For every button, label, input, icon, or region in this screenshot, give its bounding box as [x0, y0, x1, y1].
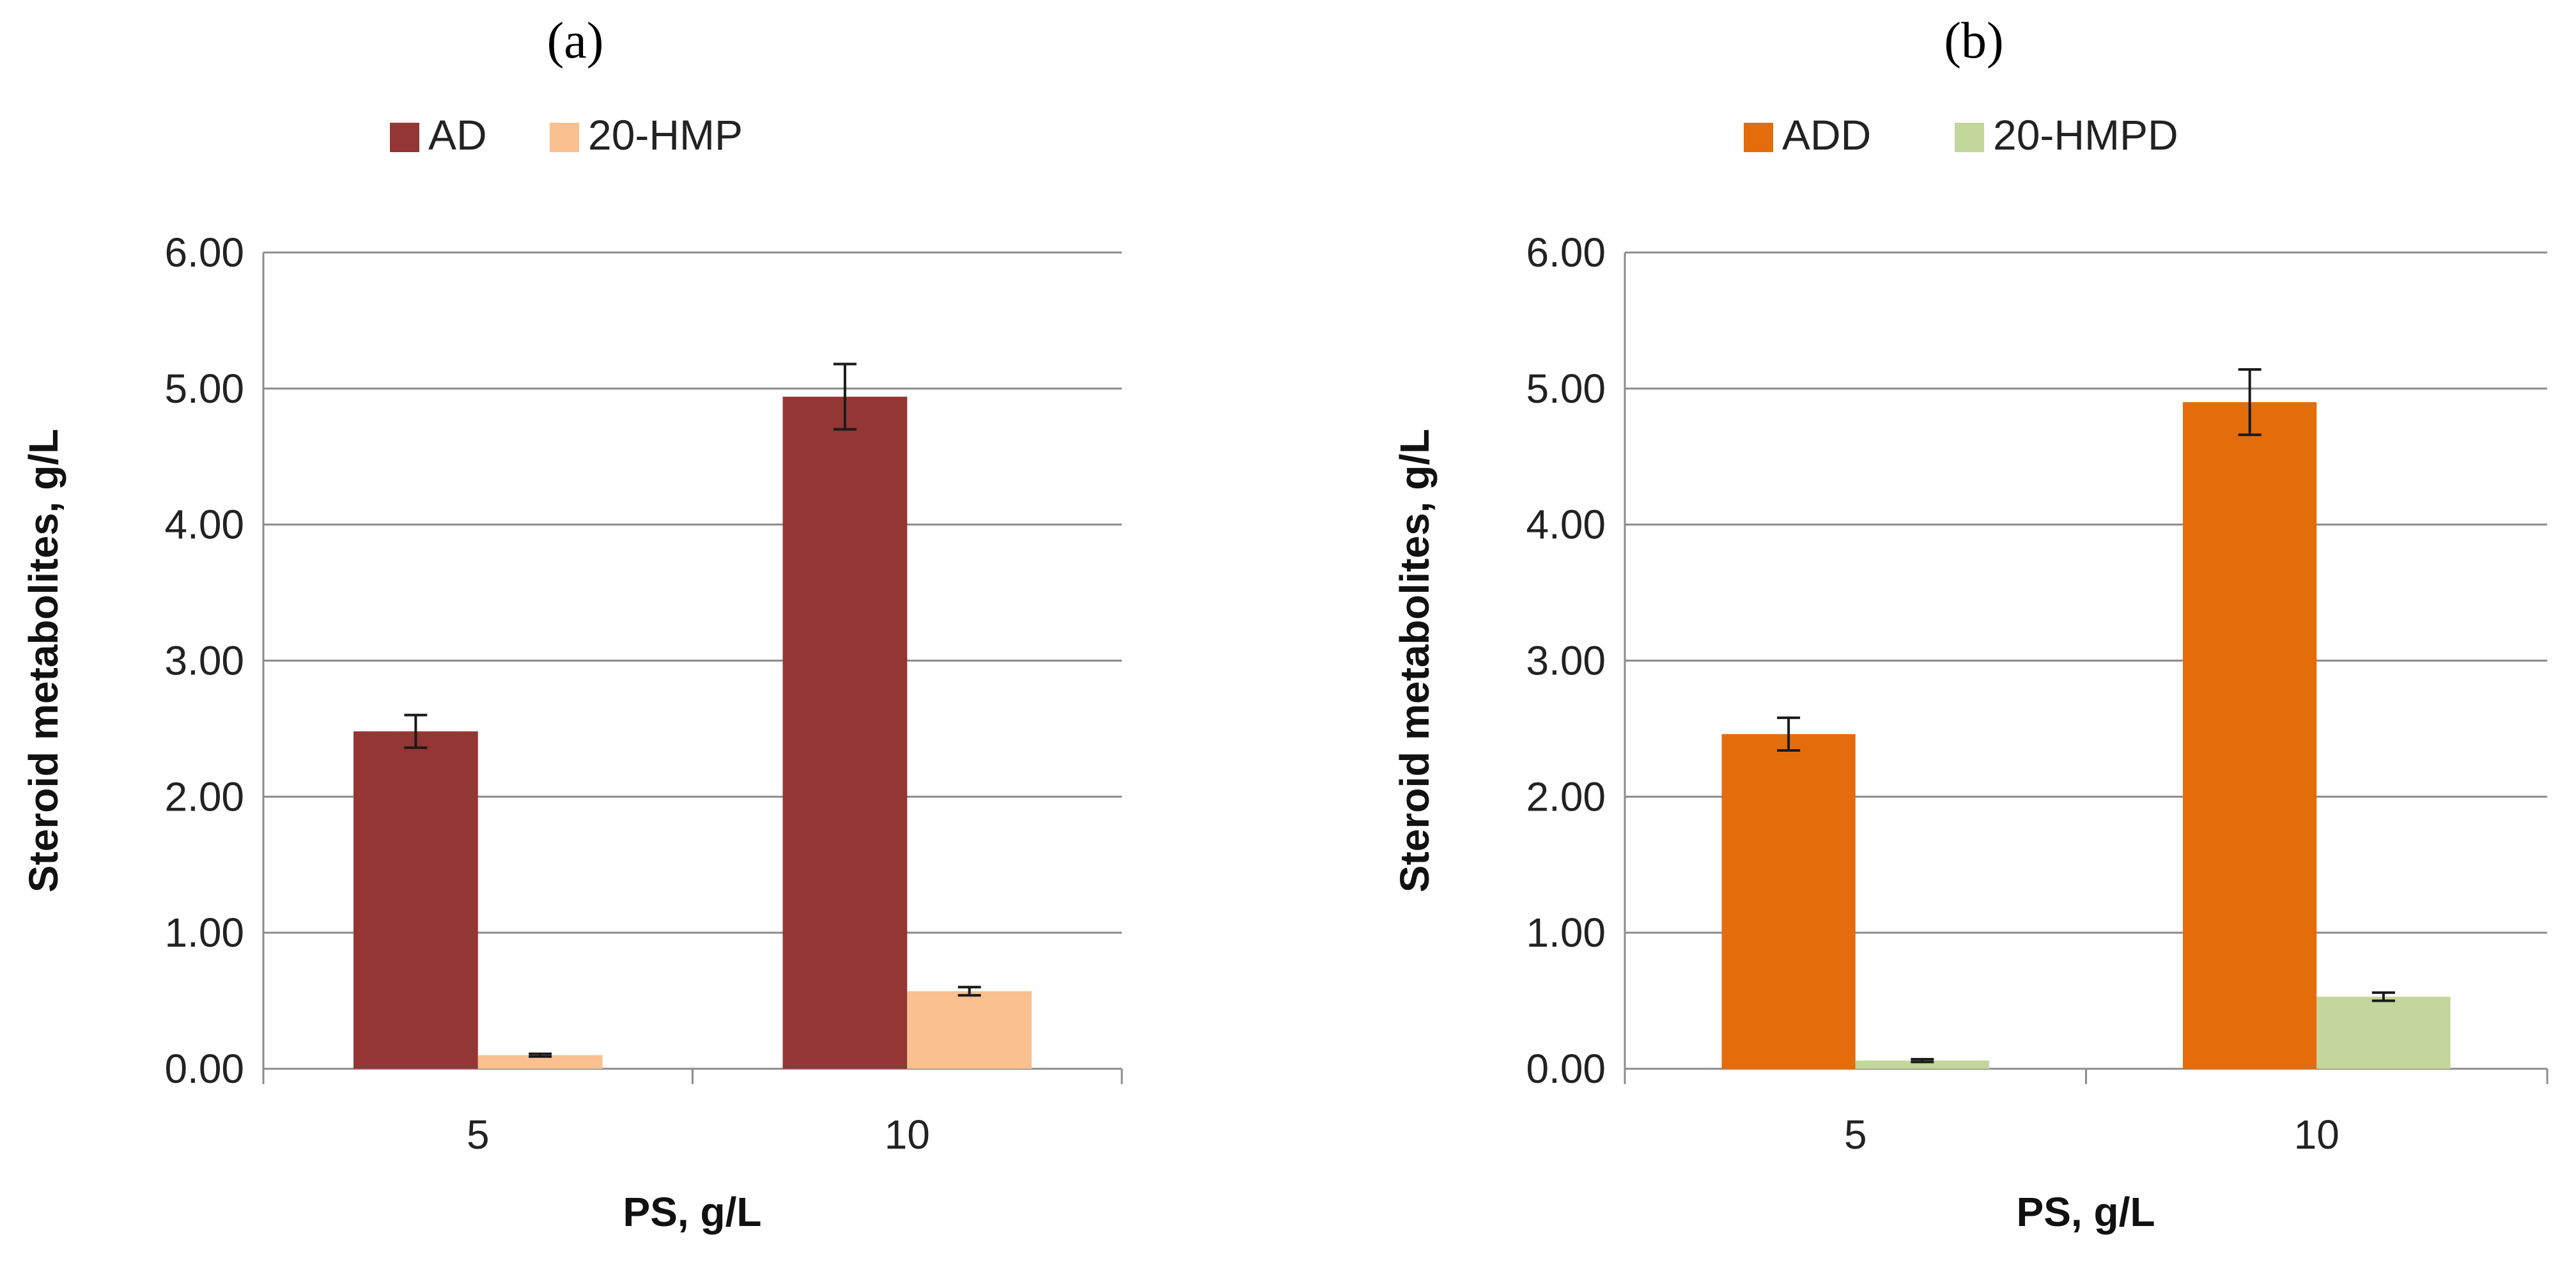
chart-panel-a: (a) 0.00 1.00 2.00 3.00 4.00 5.00 6.00 5 10 PS, g/…	[20, 13, 1123, 1235]
panel-label: (a)	[547, 13, 604, 69]
legend-swatch-20-hmp	[550, 123, 579, 152]
y-axis-title: Steroid metabolites, g/L	[1392, 429, 1438, 892]
y-tick-label: 4.00	[1526, 502, 1606, 548]
bar-add-5	[1721, 734, 1856, 1069]
y-tick-label: 4.00	[164, 502, 244, 548]
y-tick-label: 3.00	[164, 638, 244, 684]
y-axis-title: Steroid metabolites, g/L	[20, 429, 66, 892]
bar-20-hmp-5	[477, 1055, 603, 1069]
legend-swatch-ad	[390, 123, 419, 152]
x-tick-label: 10	[2294, 1112, 2339, 1158]
chart-panel-b: (b) 0.00 1.00 2.00 3.00 4.00 5.00 6.00 5 10 PS, g/…	[1392, 13, 2549, 1235]
x-axis-title: PS, g/L	[623, 1189, 762, 1235]
legend-swatch-20-hmpd	[1955, 123, 1984, 152]
legend-label: 20-HMPD	[1993, 111, 2178, 159]
x-tick-label: 5	[1844, 1112, 1867, 1158]
x-tick-label: 5	[467, 1112, 490, 1158]
legend-label: AD	[428, 111, 487, 159]
bar-ad-5	[353, 731, 478, 1069]
bar-ad-10	[782, 396, 908, 1069]
y-tick-label: 0.00	[1526, 1046, 1606, 1092]
bar-20-hmpd-5	[1855, 1060, 1989, 1069]
y-tick-label: 2.00	[164, 773, 244, 819]
legend-swatch-add	[1744, 123, 1773, 152]
y-tick-label: 5.00	[164, 366, 244, 412]
y-tick-label: 6.00	[164, 229, 244, 276]
y-tick-label: 5.00	[1526, 366, 1606, 412]
y-tick-label: 1.00	[164, 910, 244, 956]
x-tick-label: 10	[885, 1112, 930, 1158]
bar-20-hmp-10	[907, 991, 1032, 1069]
y-tick-label: 6.00	[1526, 229, 1606, 276]
bar-add-10	[2183, 402, 2317, 1069]
y-tick-label: 3.00	[1526, 638, 1606, 684]
legend-label: ADD	[1782, 111, 1871, 159]
y-tick-label: 1.00	[1526, 910, 1606, 956]
bar-20-hmpd-10	[2316, 997, 2451, 1069]
legend-label: 20-HMP	[588, 111, 743, 159]
y-tick-label: 2.00	[1526, 773, 1606, 819]
y-tick-label: 0.00	[164, 1046, 244, 1092]
panel-label: (b)	[1944, 13, 2003, 69]
x-axis-title: PS, g/L	[2017, 1189, 2155, 1235]
